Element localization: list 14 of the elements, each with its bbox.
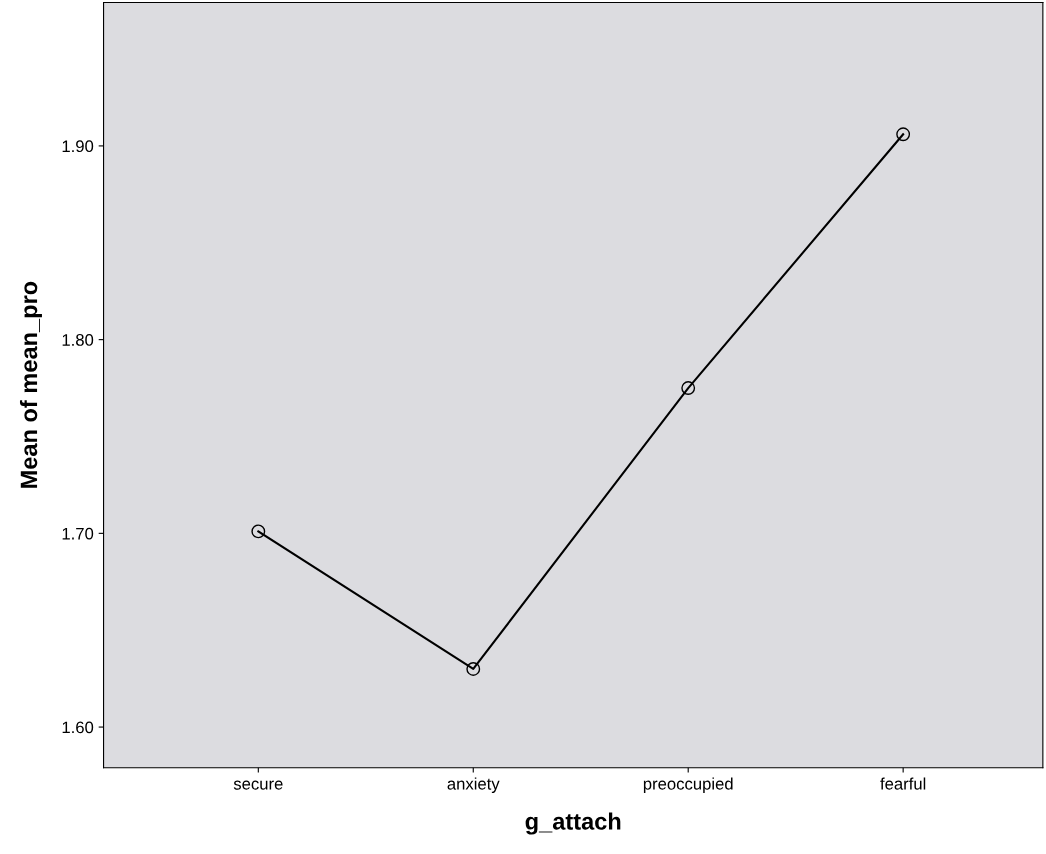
y-tick-label: 1.60 — [62, 721, 94, 734]
point — [251, 524, 266, 539]
x-axis-title: g_attach — [525, 812, 621, 835]
x-tick-label: preoccupied — [643, 777, 733, 793]
x-tick-label: anxiety — [447, 777, 500, 793]
point — [896, 127, 911, 142]
point — [681, 381, 696, 396]
x-tick-label: secure — [233, 780, 283, 790]
y-tick-label: 1.80 — [62, 334, 94, 346]
x-tick-label: fearful — [880, 777, 926, 790]
y-tick-label: 1.70 — [62, 527, 94, 540]
y-tick-label: 1.90 — [62, 140, 94, 153]
point — [466, 662, 481, 676]
y-axis-title: Mean of mean_pro — [19, 281, 42, 488]
